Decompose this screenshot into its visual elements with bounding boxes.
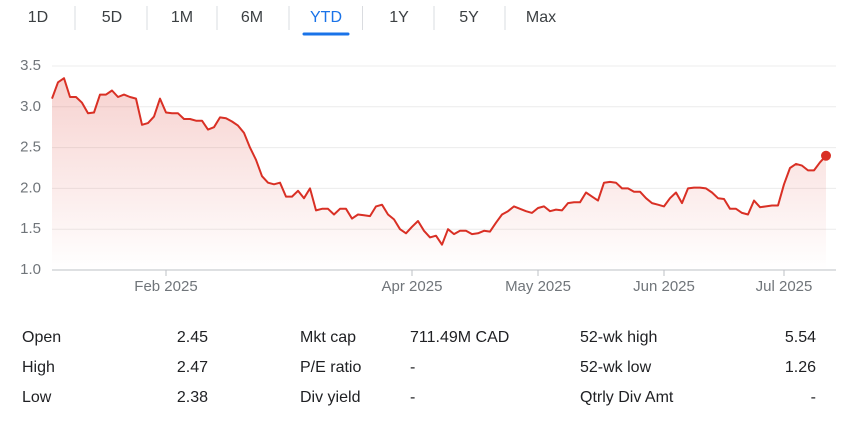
stat-label: P/E ratio	[300, 359, 361, 376]
stat-value: 5.54	[785, 329, 816, 346]
stat-value: 2.47	[177, 359, 208, 376]
x-tick-label: Jul 2025	[756, 278, 813, 295]
range-tab[interactable]: 6M	[241, 9, 263, 26]
y-tick-label: 2.0	[20, 179, 41, 196]
x-tick-label: Jun 2025	[633, 278, 695, 295]
range-tab[interactable]: YTD	[310, 9, 342, 26]
range-tab[interactable]: Max	[526, 9, 556, 26]
stat-value: -	[410, 389, 415, 406]
y-tick-label: 3.5	[20, 57, 41, 74]
range-tab[interactable]: 1Y	[389, 9, 409, 26]
stat-value: -	[811, 389, 816, 406]
stat-label: 52-wk low	[580, 359, 652, 376]
y-tick-label: 1.5	[20, 220, 41, 237]
y-tick-label: 1.0	[20, 261, 41, 278]
stat-value: 2.45	[177, 329, 208, 346]
range-tab[interactable]: 5D	[102, 9, 122, 26]
x-tick-label: Apr 2025	[382, 278, 443, 295]
last-point	[821, 150, 831, 161]
range-tab[interactable]: 1M	[171, 9, 193, 26]
x-tick-label: Feb 2025	[134, 278, 197, 295]
stat-value: 2.38	[177, 389, 208, 406]
range-tab[interactable]: 5Y	[459, 9, 479, 26]
y-tick-label: 3.0	[20, 98, 41, 115]
y-tick-label: 2.5	[20, 139, 41, 156]
stat-label: Mkt cap	[300, 329, 356, 346]
range-tab[interactable]: 1D	[28, 9, 48, 26]
stat-label: Qtrly Div Amt	[580, 389, 674, 406]
price-line	[51, 77, 827, 246]
stat-label: High	[22, 359, 55, 376]
stat-label: Open	[22, 329, 61, 346]
stat-value: -	[410, 359, 415, 376]
stat-value: 1.26	[785, 359, 816, 376]
stat-label: Low	[22, 389, 52, 406]
stat-value: 711.49M CAD	[410, 329, 509, 346]
stat-label: Div yield	[300, 389, 360, 406]
stat-label: 52-wk high	[580, 329, 657, 346]
x-tick-label: May 2025	[505, 278, 571, 295]
area-fill	[52, 78, 826, 270]
